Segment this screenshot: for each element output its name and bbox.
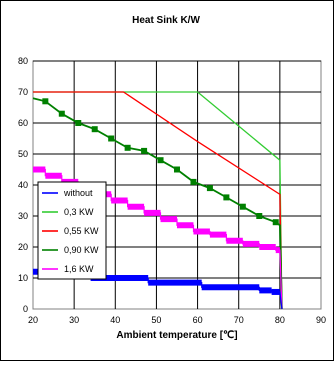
y-tick-label: 80 — [18, 56, 28, 66]
series-0-90-kw-marker — [206, 185, 213, 192]
x-tick-label: 70 — [234, 315, 244, 325]
series-0-90-kw-marker — [141, 147, 148, 154]
y-tick-labels: 0 10 20 30 40 50 60 70 80 — [18, 56, 28, 314]
legend-0-90-kw-label: 0,90 KW — [64, 245, 99, 255]
legend: without 0,3 KW 0,55 KW 0,90 KW 1,6 KW — [37, 181, 107, 280]
x-tick-labels: 20 30 40 50 60 70 80 90 — [28, 315, 326, 325]
series-0-90-kw-marker — [75, 120, 82, 126]
x-tick-label: 30 — [69, 315, 79, 325]
y-tick-label: 70 — [18, 87, 28, 97]
series-0-90-kw-marker — [108, 135, 115, 142]
heat-sink-chart: Heat Sink K/W 0 10 20 30 40 50 60 70 80 20 30 40 50… — [18, 15, 326, 341]
series-0-90-kw-marker — [124, 144, 131, 151]
x-tick-label: 40 — [110, 315, 120, 325]
chart-title: Heat Sink K/W — [132, 15, 200, 26]
y-tick-label: 60 — [18, 118, 28, 128]
legend-0-3-kw-label: 0,3 KW — [64, 207, 94, 217]
legend-0-55-kw-label: 0,55 KW — [64, 226, 99, 236]
series-0-90-kw-marker — [239, 203, 246, 210]
series-0-90-kw-marker — [157, 157, 164, 164]
y-tick-label: 20 — [18, 242, 28, 252]
series-0-90-kw-marker — [272, 219, 279, 226]
y-tick-label: 10 — [18, 273, 28, 283]
series-0-90-kw-marker — [190, 178, 197, 185]
x-axis-label: Ambient temperature [℃] — [116, 330, 237, 341]
series-0-90-kw-marker — [256, 213, 263, 219]
series-0-90-kw-marker — [58, 110, 65, 117]
x-tick-label: 80 — [275, 315, 285, 325]
y-tick-label: 30 — [18, 211, 28, 221]
series-0-90-kw-marker — [91, 126, 98, 133]
y-tick-label: 40 — [18, 180, 28, 190]
x-tick-label: 50 — [151, 315, 161, 325]
legend-without-label: without — [63, 188, 93, 198]
x-tick-label: 20 — [28, 315, 38, 325]
series-0-90-kw-marker — [174, 166, 180, 173]
series-0-90-kw-marker — [223, 194, 230, 201]
x-tick-label: 90 — [316, 315, 326, 325]
y-tick-label: 50 — [18, 149, 28, 159]
series-0-90-kw-marker — [42, 98, 49, 105]
x-tick-label: 60 — [193, 315, 203, 325]
legend-1-6-kw-label: 1,6 KW — [64, 264, 94, 274]
y-tick-label: 0 — [23, 304, 28, 314]
